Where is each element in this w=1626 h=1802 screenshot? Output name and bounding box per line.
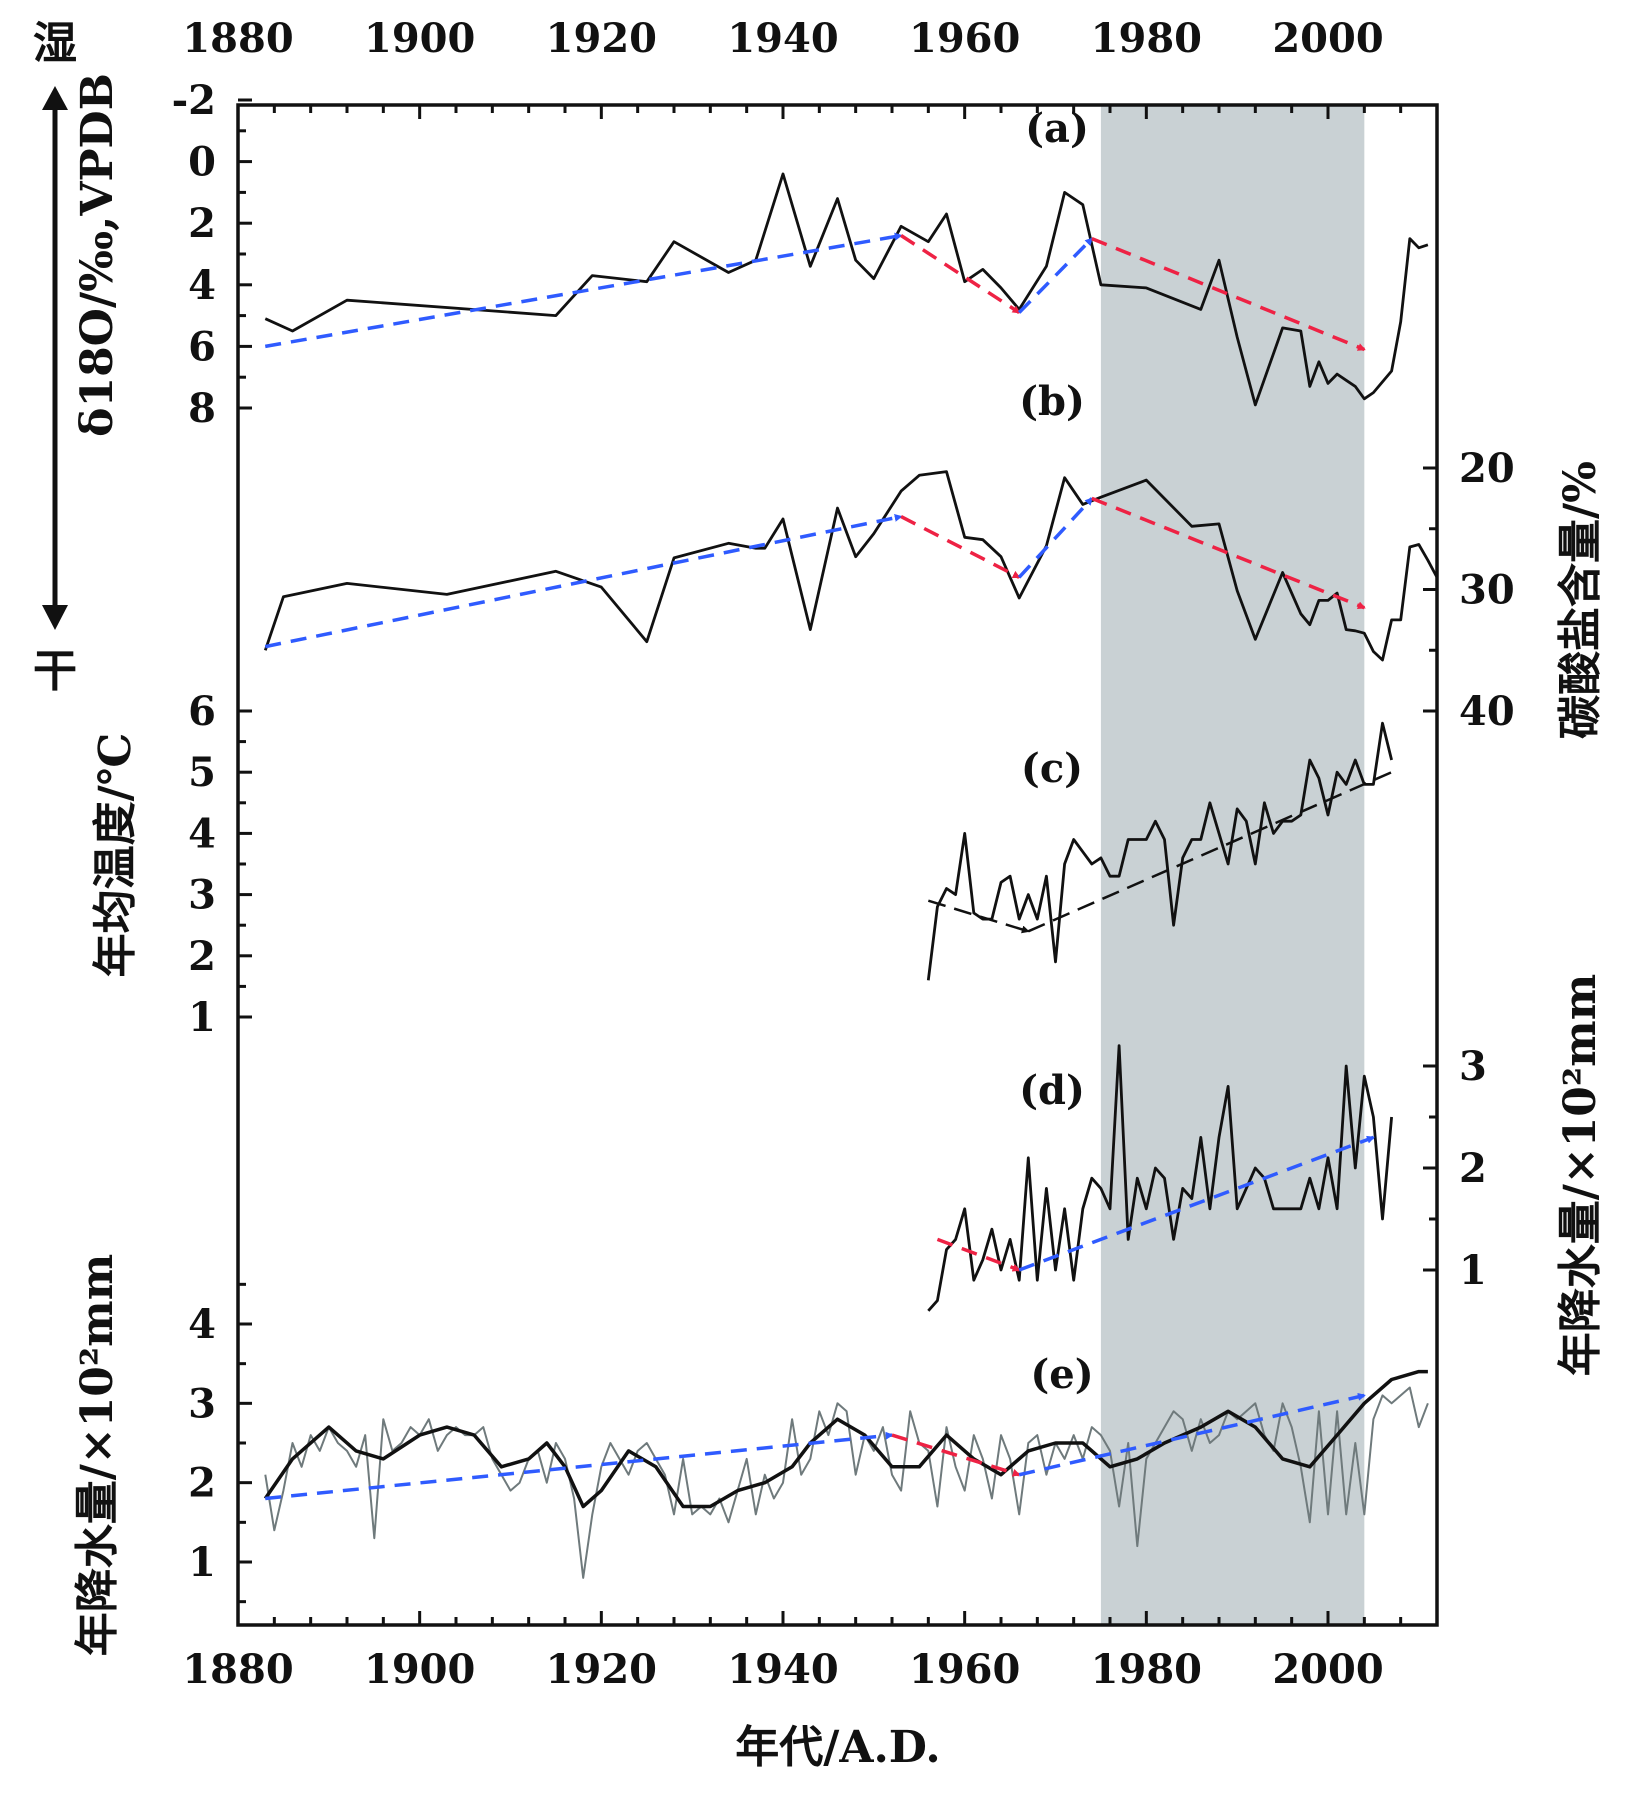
panel-d: (d) [927, 1044, 1393, 1312]
wet-arrow-head [42, 86, 68, 110]
trend-arrow-blue [1017, 237, 1094, 314]
panel-label-e: (e) [1030, 1351, 1093, 1398]
chart-marks: (a) (b) (c) (d) (e) [263, 105, 1439, 1579]
dry-label: 干 [33, 646, 77, 697]
moisture-indicator: 湿 干 [33, 18, 77, 697]
panel-c: (c) [926, 721, 1393, 981]
trend-arrow-blue [1017, 497, 1094, 579]
trend-arrow-blue [265, 1431, 894, 1501]
trend-arrow-red [936, 1237, 1021, 1272]
x-tick-label-bottom: 1940 [727, 1646, 838, 1693]
y-tick-label-c: 5 [188, 749, 216, 796]
y-tick-label-d: 1 [1459, 1247, 1487, 1294]
trend-arrow-red [900, 515, 1021, 579]
y-tick-label-a: -2 [172, 77, 216, 124]
wet-label: 湿 [33, 18, 77, 69]
x-axis: 1880 1880 1900 1900 1920 1920 1940 1940 1960 1960… [182, 15, 1439, 1693]
y-tick-label-c: 1 [188, 994, 216, 1041]
y-axis-a: -2 0 2 4 6 8 δ18O/‰,VPDB [72, 73, 252, 437]
y-axis-d: 1 2 3 年降水量/×10²mm [1423, 974, 1606, 1377]
panel-e: (e) [263, 1351, 1429, 1579]
y-tick-label-a: 8 [188, 385, 216, 432]
x-tick-label-bottom: 2000 [1272, 1646, 1383, 1693]
y-tick-label-d: 3 [1459, 1043, 1487, 1090]
panel-label-d: (d) [1019, 1067, 1085, 1114]
y-tick-label-a: 4 [188, 262, 216, 309]
trend-arrow-blue [264, 232, 903, 349]
y-axis-title-b: 碳酸盐含量/% [1555, 461, 1606, 739]
series-line-d [927, 1044, 1393, 1312]
y-axis-title-c: 年均温度/℃ [90, 733, 141, 978]
y-axes: -2 0 2 4 6 8 δ18O/‰,VPDB 20 30 40 碳酸盐含量/% 1 2 3 4 5 6 年均温… [72, 73, 1606, 1656]
series-line-e [263, 1369, 1428, 1509]
trend-arrow-red [900, 234, 1021, 314]
x-tick-label-top: 1960 [909, 15, 1020, 62]
x-axis-title: 年代/A.D. [735, 1722, 940, 1773]
panel-b: (b) [263, 378, 1439, 662]
series-line-c [926, 721, 1393, 981]
y-tick-label-c: 3 [188, 872, 216, 919]
trend-arrow-red [1091, 236, 1366, 352]
x-tick-label-bottom: 1880 [182, 1646, 293, 1693]
shaded-interval [1100, 105, 1365, 1625]
trend-arrow-red [1091, 496, 1366, 610]
panel-a: (a) [264, 105, 1429, 407]
trend-arrow-blue [1018, 1392, 1366, 1477]
series-line-a [264, 172, 1429, 407]
x-tick-label-bottom: 1900 [364, 1646, 475, 1693]
y-tick-label-e: 1 [188, 1539, 216, 1586]
panel-label-b: (b) [1019, 378, 1085, 425]
y-axis-title-e: 年降水量/×10²mm [72, 1254, 123, 1657]
y-tick-label-b: 30 [1459, 567, 1515, 614]
y-axis-e: 1 2 3 4 年降水量/×10²mm [72, 1254, 252, 1657]
y-tick-label-b: 40 [1459, 688, 1515, 735]
y-tick-label-a: 2 [188, 200, 216, 247]
y-tick-label-c: 2 [188, 933, 216, 980]
x-tick-label-top: 1980 [1091, 15, 1202, 62]
y-axis-title-d: 年降水量/×10²mm [1555, 974, 1606, 1377]
x-tick-label-top: 1880 [182, 15, 293, 62]
trend-line-c [1027, 771, 1393, 933]
y-tick-label-a: 0 [188, 139, 216, 186]
y-tick-label-e: 4 [188, 1301, 216, 1348]
dry-arrow-head [42, 605, 68, 630]
y-tick-label-e: 3 [188, 1380, 216, 1427]
x-tick-label-top: 1900 [364, 15, 475, 62]
panel-label-a: (a) [1025, 105, 1089, 152]
x-tick-label-bottom: 1920 [546, 1646, 657, 1693]
series-line-b [263, 470, 1439, 662]
x-tick-label-top: 1940 [727, 15, 838, 62]
y-tick-label-b: 20 [1459, 445, 1515, 492]
y-axis-b: 20 30 40 碳酸盐含量/% [1423, 445, 1606, 739]
x-tick-label-top: 1920 [546, 15, 657, 62]
panel-label-c: (c) [1021, 745, 1083, 792]
y-axis-title-a: δ18O/‰,VPDB [72, 73, 123, 437]
trend-line-c [927, 899, 1030, 934]
x-tick-label-bottom: 1980 [1091, 1646, 1202, 1693]
y-axis-c: 1 2 3 4 5 6 年均温度/℃ [90, 688, 252, 1041]
x-tick-label-bottom: 1960 [909, 1646, 1020, 1693]
x-tick-label-top: 2000 [1272, 15, 1383, 62]
trend-arrow-blue [264, 513, 903, 649]
trend-arrow-blue [1018, 1135, 1375, 1272]
trend-arrow-red [891, 1433, 1021, 1477]
y-tick-label-d: 2 [1459, 1145, 1487, 1192]
y-tick-label-c: 6 [188, 688, 216, 735]
y-tick-label-c: 4 [188, 810, 216, 857]
y-tick-label-e: 2 [188, 1460, 216, 1507]
y-tick-label-a: 6 [188, 323, 216, 370]
